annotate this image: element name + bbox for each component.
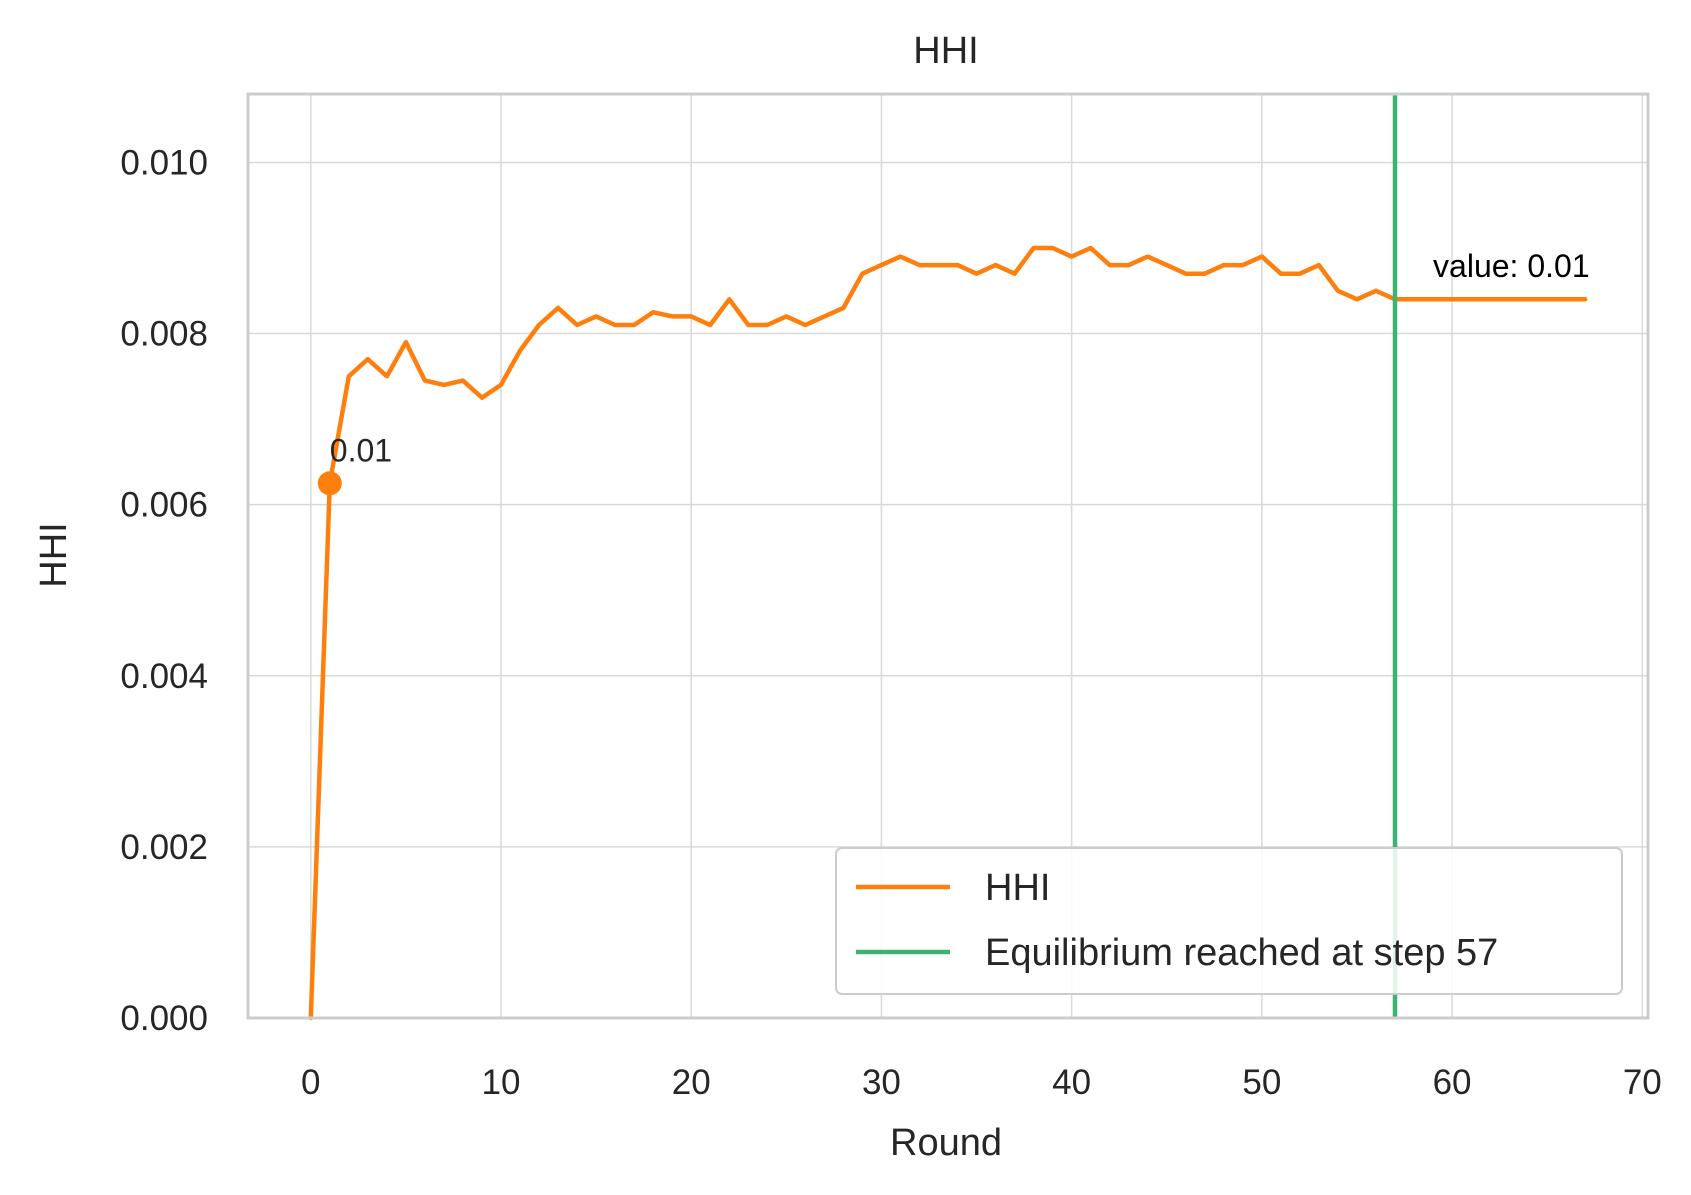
legend-box bbox=[835, 847, 1623, 995]
x-tick-label: 60 bbox=[1433, 1063, 1472, 1102]
y-axis-label: HHI bbox=[33, 522, 75, 587]
hhi-marker-point bbox=[317, 471, 342, 496]
hhi-series-line bbox=[308, 245, 1588, 1021]
legend-label-equilibrium: Equilibrium reached at step 57 bbox=[985, 932, 1498, 974]
y-tick-label: 0.006 bbox=[120, 486, 208, 525]
legend: HHI Equilibrium reached at step 57 bbox=[835, 847, 1623, 995]
value-annotation: value: 0.01 bbox=[1433, 248, 1590, 284]
y-tick-label: 0.002 bbox=[120, 828, 208, 867]
x-tick-label: 30 bbox=[862, 1063, 901, 1102]
x-tick-label: 50 bbox=[1242, 1063, 1281, 1102]
marker-label: 0.01 bbox=[330, 432, 392, 468]
x-tick-label: 20 bbox=[672, 1063, 711, 1102]
y-tick-label: 0.008 bbox=[120, 315, 208, 354]
y-tick-label: 0.000 bbox=[120, 999, 208, 1038]
axes-frame bbox=[246, 92, 1650, 1020]
y-tick-label: 0.004 bbox=[120, 657, 208, 696]
x-tick-label: 0 bbox=[301, 1063, 320, 1102]
legend-label-hhi: HHI bbox=[985, 867, 1050, 909]
y-tick-label: 0.010 bbox=[120, 143, 208, 182]
x-tick-label: 10 bbox=[482, 1063, 521, 1102]
x-tick-label: 70 bbox=[1623, 1063, 1662, 1102]
chart-title: HHI bbox=[913, 30, 978, 72]
plot-frame bbox=[246, 92, 1650, 1020]
x-tick-label: 40 bbox=[1052, 1063, 1091, 1102]
tick-labels: 0 10 20 30 40 50 60 70 0.000 0.002 0.004 0.006 0.008… bbox=[120, 143, 1661, 1102]
grid bbox=[248, 94, 1648, 1019]
x-axis-label: Round bbox=[890, 1122, 1002, 1164]
